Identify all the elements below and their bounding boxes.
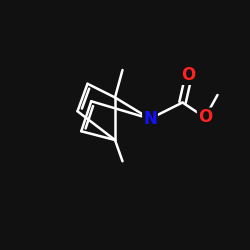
- Text: N: N: [143, 110, 157, 128]
- Text: O: O: [198, 108, 212, 126]
- Text: O: O: [182, 66, 196, 84]
